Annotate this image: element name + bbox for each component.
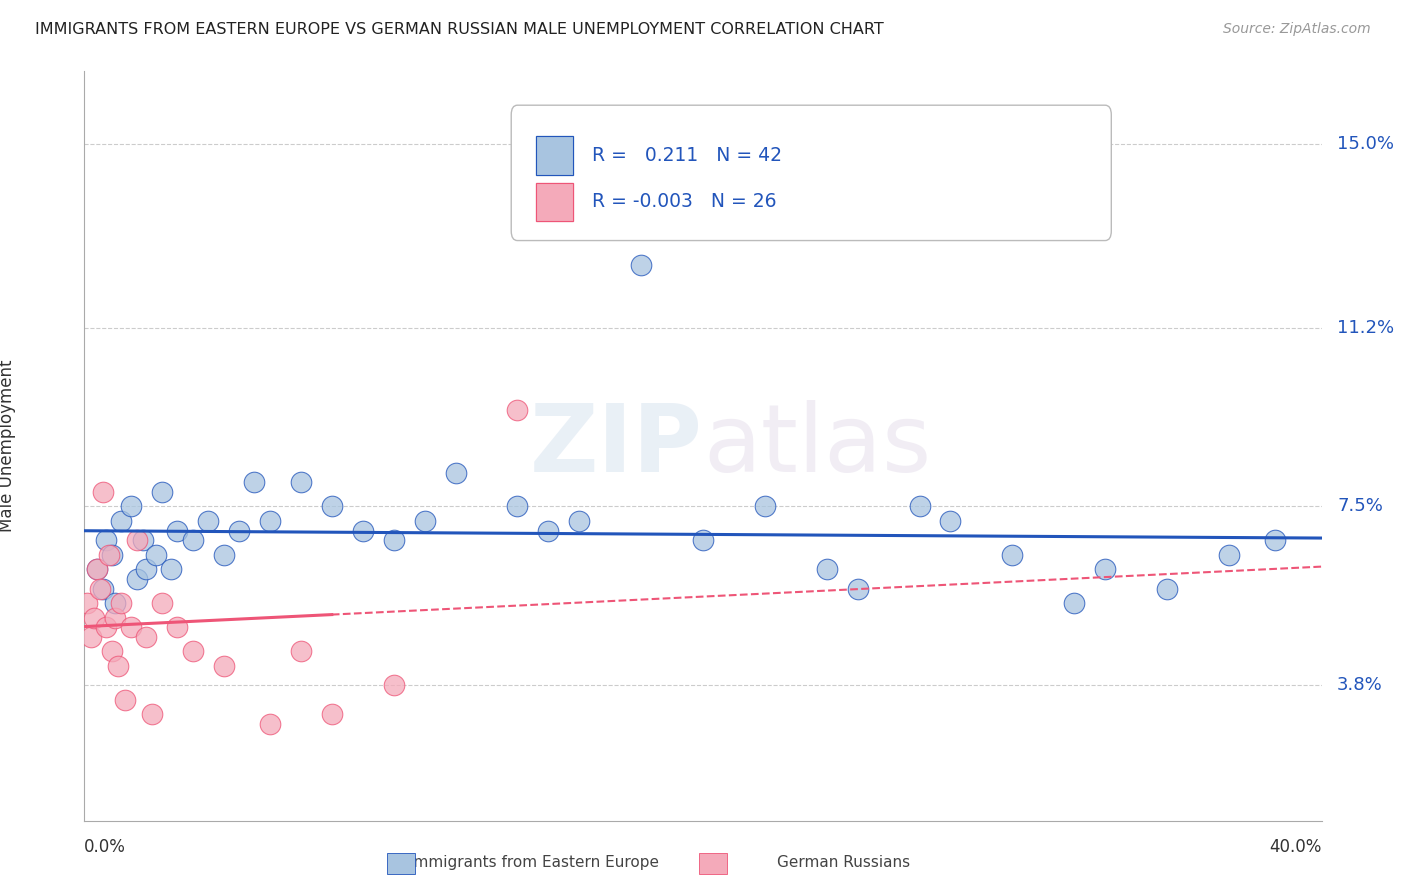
Point [135,630,157,644]
Point [107,659,129,673]
Point [908,500,931,514]
Point [110,514,132,528]
Point [101,548,124,562]
Point [76,596,98,610]
Point [321,500,343,514]
Point [1001,548,1024,562]
Point [444,466,467,480]
Point [181,644,204,658]
Point [145,548,167,562]
Point [259,717,281,731]
Point [98,548,121,562]
Point [94,620,117,634]
Point [537,524,560,538]
Point [79,630,101,644]
Point [243,475,266,490]
Point [506,500,529,514]
Text: R =   0.211   N = 42: R = 0.211 N = 42 [592,146,782,165]
Point [114,693,136,707]
Point [89,582,111,596]
Point [1264,533,1286,548]
Point [141,707,163,722]
Text: 15.0%: 15.0% [1337,135,1395,153]
Text: R = -0.003   N = 26: R = -0.003 N = 26 [592,193,776,211]
Bar [536,183,574,221]
Point [506,402,529,417]
Point [939,514,962,528]
Text: 40.0%: 40.0% [1270,838,1322,855]
Point [1094,562,1116,576]
Point [212,659,235,673]
Text: ZIP: ZIP [530,400,703,492]
Point [150,484,173,499]
Point [160,562,183,576]
Text: Immigrants from Eastern Europe: Immigrants from Eastern Europe [409,855,659,870]
Point [120,500,142,514]
Point [166,524,188,538]
Text: 3.8%: 3.8% [1337,676,1384,694]
Point [83,610,105,624]
Point [110,596,132,610]
Point [104,596,127,610]
Point [228,524,250,538]
Point [91,484,114,499]
Text: IMMIGRANTS FROM EASTERN EUROPE VS GERMAN RUSSIAN MALE UNEMPLOYMENT CORRELATION C: IMMIGRANTS FROM EASTERN EUROPE VS GERMAN… [35,22,884,37]
Point [1218,548,1240,562]
Text: German Russians: German Russians [778,855,910,870]
Point [1156,582,1178,596]
Point [135,562,157,576]
Point [290,475,312,490]
Point [846,582,869,596]
Text: 0.0%: 0.0% [84,838,127,855]
Point [259,514,281,528]
Point [150,596,173,610]
Point [815,562,838,576]
Text: Male Unemployment: Male Unemployment [0,359,17,533]
Point [166,620,188,634]
Point [382,533,405,548]
Point [132,533,155,548]
Point [692,533,714,548]
Text: 11.2%: 11.2% [1337,318,1395,336]
Point [86,562,108,576]
Text: 7.5%: 7.5% [1337,498,1384,516]
Point [94,533,117,548]
Point [413,514,436,528]
Point [352,524,374,538]
Text: atlas: atlas [703,400,931,492]
Point [91,582,114,596]
Text: Source: ZipAtlas.com: Source: ZipAtlas.com [1223,22,1371,37]
Point [754,500,776,514]
Point [125,533,148,548]
Point [212,548,235,562]
Point [104,610,127,624]
Point [382,678,405,692]
Point [125,572,148,586]
Point [120,620,142,634]
Bar [536,136,574,175]
Point [568,514,591,528]
Point [630,258,652,272]
Point [321,707,343,722]
Point [1063,596,1085,610]
Point [290,644,312,658]
FancyBboxPatch shape [512,105,1111,241]
Bar [536,136,574,175]
Bar [536,183,574,221]
Point [197,514,219,528]
Point [101,644,124,658]
Point [181,533,204,548]
Point [86,562,108,576]
